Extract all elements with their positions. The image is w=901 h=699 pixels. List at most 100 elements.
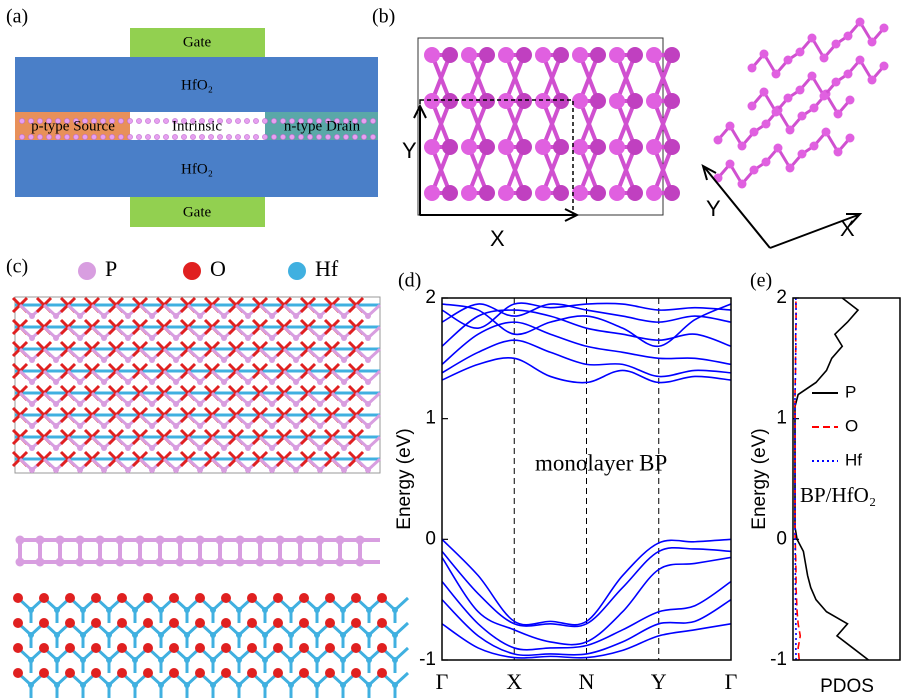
atom <box>73 134 79 140</box>
atom <box>293 379 299 385</box>
atom <box>55 557 65 567</box>
atom <box>325 618 335 628</box>
band <box>442 309 731 348</box>
atom <box>53 401 59 407</box>
atom <box>13 593 23 603</box>
band <box>442 623 731 659</box>
atom <box>461 139 477 155</box>
atom <box>855 55 865 65</box>
atom <box>273 668 283 678</box>
atom <box>664 93 680 109</box>
atom <box>424 139 440 155</box>
atom <box>195 618 205 628</box>
atom <box>118 118 124 124</box>
atom <box>773 143 783 153</box>
atom <box>221 401 227 407</box>
atom <box>149 423 155 429</box>
atom <box>80 632 86 638</box>
atom <box>797 111 807 121</box>
heterostructure-atoms <box>11 296 382 473</box>
atom <box>28 657 34 663</box>
atom <box>197 335 203 341</box>
y-tick-label: 1 <box>425 408 436 429</box>
atom <box>53 335 59 341</box>
lattice-axes <box>413 103 580 222</box>
atom <box>175 557 185 567</box>
atom <box>145 118 151 124</box>
atom <box>325 593 335 603</box>
atom <box>154 134 160 140</box>
atom <box>65 593 75 603</box>
atom <box>101 467 107 473</box>
atom <box>77 423 83 429</box>
atom <box>314 607 320 613</box>
atom <box>197 379 203 385</box>
oxide-bottom <box>15 140 378 197</box>
legend-swatch <box>78 262 96 280</box>
atom <box>253 134 259 140</box>
atom <box>173 467 179 473</box>
atom <box>106 607 112 613</box>
atom <box>797 149 807 159</box>
atom <box>365 357 371 363</box>
atom <box>154 118 160 124</box>
atom <box>269 379 275 385</box>
oxide-label: HfO₂ <box>181 77 213 93</box>
atom <box>335 557 345 567</box>
atom <box>627 47 643 63</box>
atom <box>317 445 323 451</box>
atom <box>197 313 203 319</box>
atom <box>210 682 216 688</box>
atom <box>195 668 205 678</box>
atom <box>299 618 309 628</box>
atom <box>737 179 747 189</box>
atom <box>795 47 805 57</box>
atom <box>771 69 781 79</box>
bond <box>652 100 674 148</box>
atom <box>77 467 83 473</box>
atom <box>115 535 125 545</box>
atom <box>29 401 35 407</box>
atom <box>13 668 23 678</box>
bond <box>504 100 526 148</box>
atom <box>280 134 286 140</box>
axis-label: Y <box>402 138 417 163</box>
atom <box>280 118 286 124</box>
atom <box>821 127 831 137</box>
channel-region <box>130 112 266 141</box>
atom <box>245 423 251 429</box>
atom <box>109 134 115 140</box>
atom <box>91 618 101 628</box>
atom <box>77 379 83 385</box>
atom <box>149 357 155 363</box>
atom <box>37 134 43 140</box>
atom <box>269 335 275 341</box>
atom <box>236 657 242 663</box>
atom <box>365 335 371 341</box>
y-tick-label: -1 <box>419 649 436 670</box>
atom <box>572 47 588 63</box>
atom <box>833 147 843 157</box>
legend-label: Hf <box>845 450 862 469</box>
atom <box>28 118 34 124</box>
bond <box>467 54 489 102</box>
plot-frame <box>441 297 732 661</box>
atom <box>516 185 532 201</box>
atom <box>77 357 83 363</box>
atom <box>184 682 190 688</box>
atom <box>340 632 346 638</box>
atom <box>208 118 214 124</box>
atom <box>173 423 179 429</box>
atom <box>461 93 477 109</box>
atom <box>461 185 477 201</box>
atom <box>365 423 371 429</box>
atom <box>46 118 52 124</box>
atom <box>759 87 769 97</box>
atom <box>713 135 723 145</box>
atom <box>535 139 551 155</box>
atom <box>101 445 107 451</box>
atom <box>244 134 250 140</box>
atom <box>275 535 285 545</box>
atom <box>173 357 179 363</box>
atom <box>29 335 35 341</box>
